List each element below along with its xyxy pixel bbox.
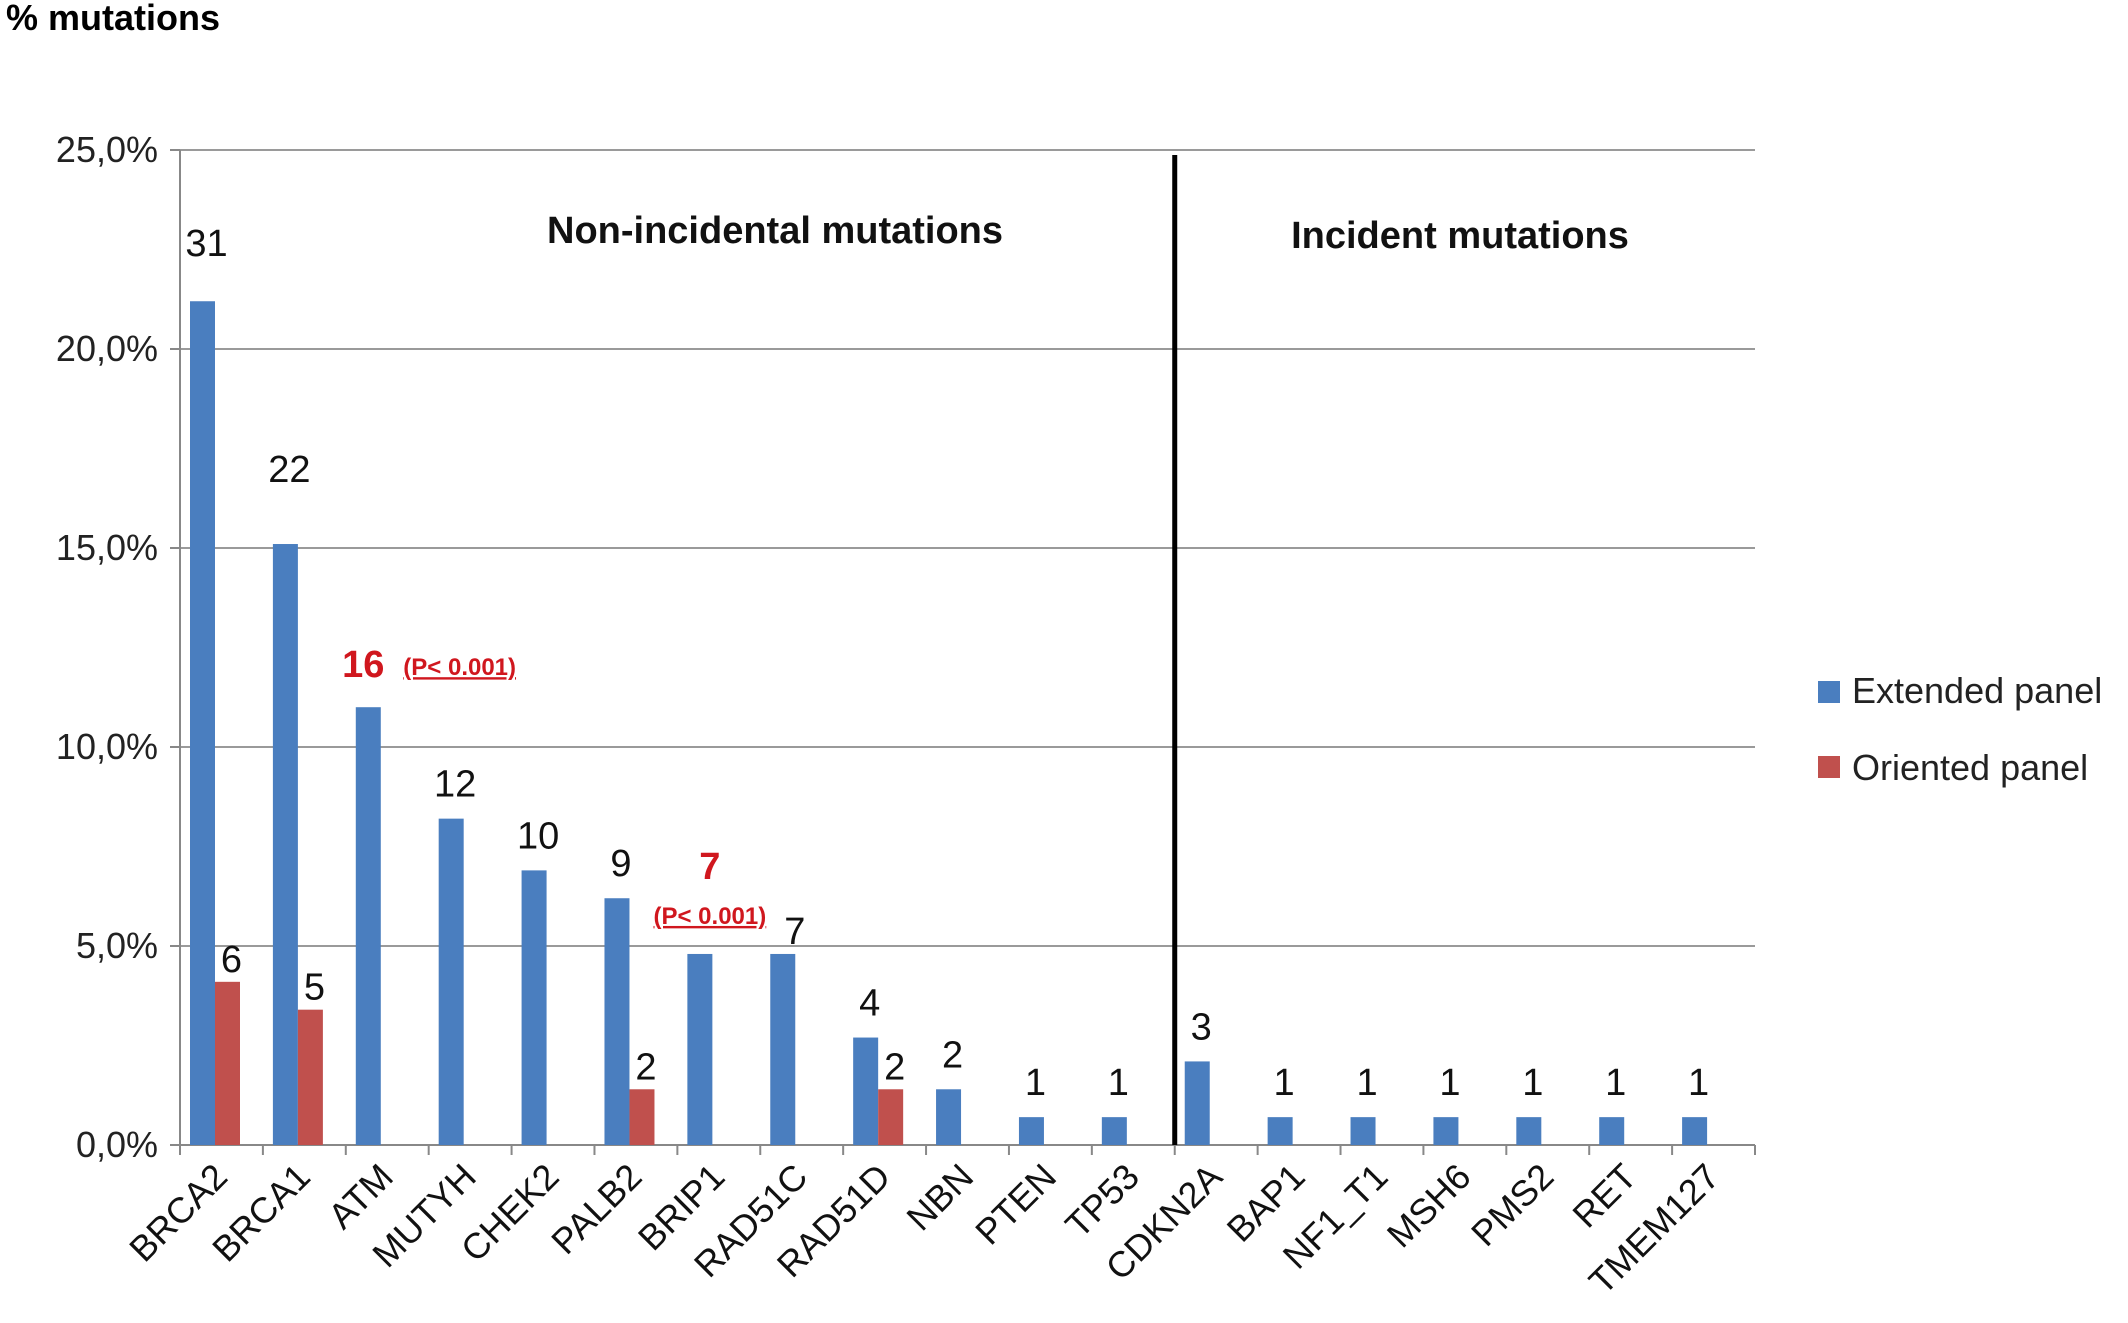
legend-swatch-oriented bbox=[1818, 756, 1840, 778]
bar-extended-rad51c bbox=[770, 953, 796, 1145]
bar-extended-msh6 bbox=[1433, 1117, 1459, 1145]
data-label-extended: 1 bbox=[1274, 1062, 1295, 1104]
data-label-extended: 1 bbox=[1108, 1062, 1129, 1104]
y-tick-label: 15,0% bbox=[56, 527, 158, 568]
data-label-extended: 1 bbox=[1688, 1062, 1709, 1104]
bar-oriented-brca1 bbox=[297, 1009, 323, 1145]
data-label-extended: 12 bbox=[434, 764, 476, 806]
data-label-oriented: 5 bbox=[304, 967, 325, 1009]
bars bbox=[190, 301, 1708, 1145]
x-category-label: MSH6 bbox=[1379, 1156, 1479, 1256]
data-label-oriented: 2 bbox=[884, 1046, 905, 1088]
p-value-brip1: (P< 0.001) bbox=[654, 903, 767, 930]
bar-extended-atm bbox=[355, 707, 381, 1145]
data-label-oriented: 2 bbox=[635, 1046, 656, 1088]
data-label-extended: 16 bbox=[342, 644, 384, 686]
bar-extended-brip1 bbox=[687, 953, 713, 1145]
bar-oriented-palb2 bbox=[629, 1089, 655, 1145]
bar-extended-brca1 bbox=[272, 544, 298, 1145]
p-value-atm: (P< 0.001) bbox=[403, 654, 516, 681]
bar-extended-tp53 bbox=[1101, 1117, 1127, 1145]
data-label-extended: 1 bbox=[1605, 1062, 1626, 1104]
gridlines bbox=[170, 149, 1756, 1155]
bar-oriented-brca2 bbox=[215, 981, 240, 1145]
bar-extended-palb2 bbox=[604, 898, 630, 1145]
data-label-extended: 1 bbox=[1439, 1062, 1460, 1104]
data-label-extended: 31 bbox=[185, 223, 227, 265]
x-category-label: PALB2 bbox=[543, 1156, 649, 1262]
section-label-incident: Incident mutations bbox=[1291, 215, 1629, 257]
y-axis-title: % mutations bbox=[6, 0, 220, 38]
data-label-extended: 1 bbox=[1356, 1062, 1377, 1104]
data-label-extended: 9 bbox=[610, 843, 631, 885]
data-label-extended: 7 bbox=[699, 846, 720, 888]
y-axis-ticks: 0,0% 5,0% 10,0% 15,0% 20,0% 25,0% bbox=[56, 129, 158, 1165]
data-label-extended: 1 bbox=[1522, 1062, 1543, 1104]
bar-oriented-rad51d bbox=[878, 1089, 904, 1145]
bar-extended-pms2 bbox=[1516, 1117, 1542, 1145]
bar-extended-chek2 bbox=[521, 870, 547, 1145]
legend-label-oriented: Oriented panel bbox=[1852, 747, 2088, 788]
data-label-extended: 1 bbox=[1025, 1062, 1046, 1104]
section-label-non-incidental: Non-incidental mutations bbox=[547, 210, 1003, 252]
legend-swatch-extended bbox=[1818, 681, 1840, 703]
bar-extended-nf1_t1 bbox=[1350, 1117, 1376, 1145]
y-tick-label: 0,0% bbox=[76, 1124, 158, 1165]
bar-extended-pten bbox=[1018, 1117, 1044, 1145]
bar-extended-nbn bbox=[936, 1089, 962, 1145]
data-label-extended: 2 bbox=[942, 1034, 963, 1076]
legend-label-extended: Extended panel bbox=[1852, 670, 2102, 711]
data-label-extended: 7 bbox=[784, 911, 805, 953]
bar-extended-rad51d bbox=[853, 1037, 879, 1145]
data-label-extended: 22 bbox=[268, 449, 310, 491]
y-tick-label: 25,0% bbox=[56, 129, 158, 170]
bar-extended-bap1 bbox=[1267, 1117, 1293, 1145]
y-tick-label: 20,0% bbox=[56, 328, 158, 369]
bar-extended-ret bbox=[1599, 1117, 1625, 1145]
bar-extended-brca2 bbox=[190, 301, 215, 1145]
bar-extended-mutyh bbox=[438, 818, 464, 1145]
data-label-extended: 10 bbox=[517, 815, 559, 857]
data-label-extended: 4 bbox=[859, 983, 880, 1025]
data-label-extended: 3 bbox=[1191, 1006, 1212, 1048]
y-tick-label: 5,0% bbox=[76, 925, 158, 966]
data-label-oriented: 6 bbox=[221, 939, 242, 981]
x-category-label: PTEN bbox=[967, 1156, 1064, 1253]
bar-extended-cdkn2a bbox=[1184, 1061, 1210, 1145]
x-category-label: PMS2 bbox=[1463, 1156, 1561, 1254]
y-tick-label: 10,0% bbox=[56, 726, 158, 767]
bar-extended-tmem127 bbox=[1682, 1117, 1708, 1145]
